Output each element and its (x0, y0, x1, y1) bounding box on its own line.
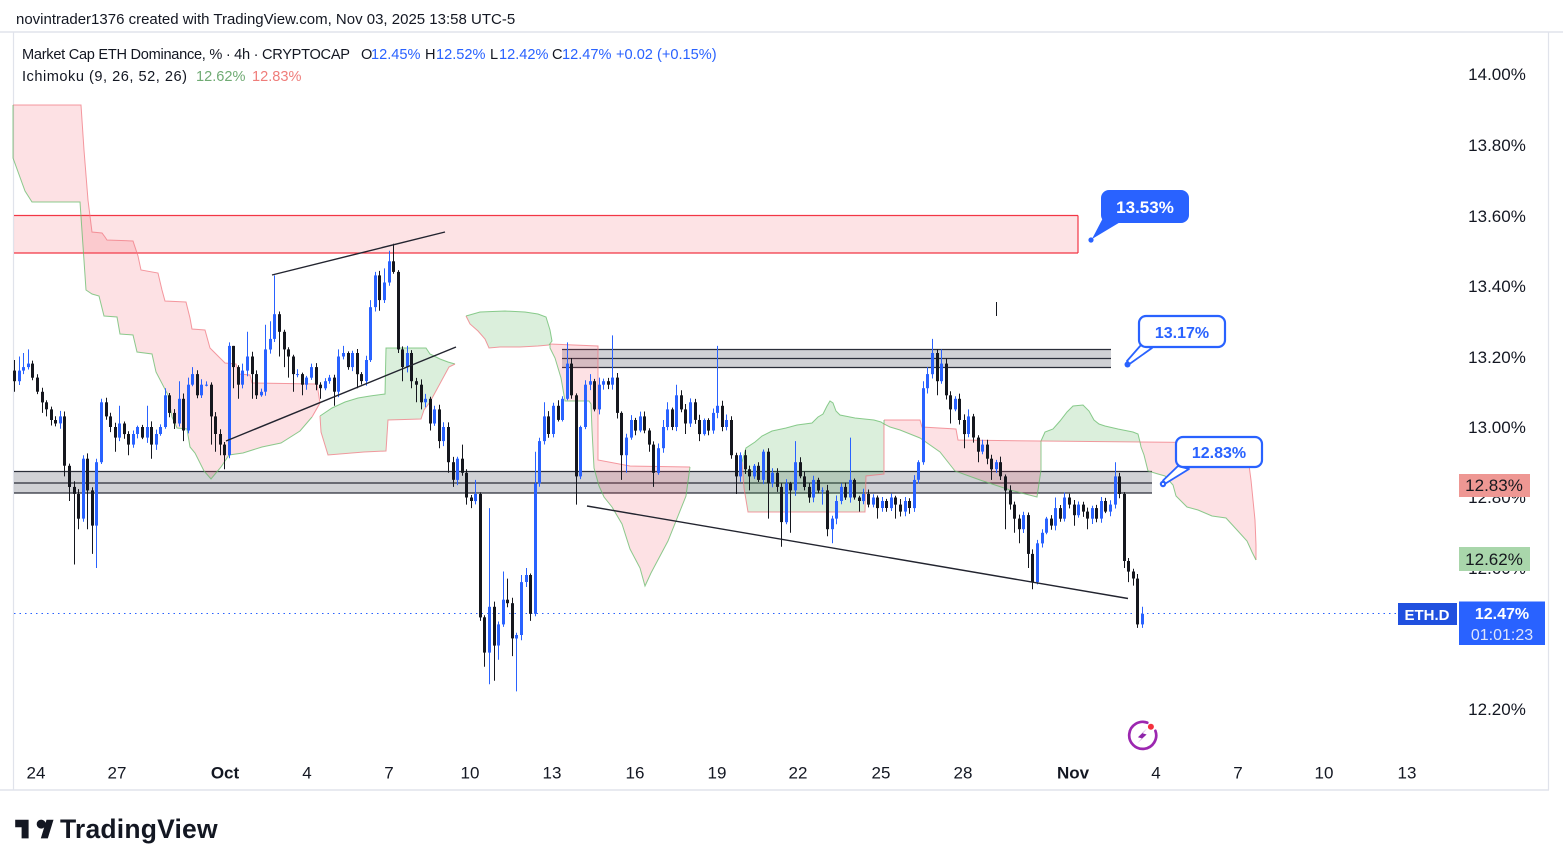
svg-text:7: 7 (1233, 764, 1242, 783)
svg-text:L: L (490, 47, 498, 63)
svg-text:novintrader1376 created with T: novintrader1376 created with TradingView… (16, 11, 515, 28)
svg-text:Nov: Nov (1057, 764, 1090, 783)
svg-text:19: 19 (708, 764, 727, 783)
svg-text:28: 28 (954, 764, 973, 783)
svg-text:13.80%: 13.80% (1468, 136, 1526, 155)
svg-text:H: H (425, 47, 436, 63)
svg-text:4: 4 (1151, 764, 1160, 783)
svg-text:13.00%: 13.00% (1468, 418, 1526, 437)
svg-text:27: 27 (108, 764, 127, 783)
svg-text:01:01:23: 01:01:23 (1471, 627, 1533, 644)
svg-text:7: 7 (384, 764, 393, 783)
svg-text:10: 10 (1315, 764, 1334, 783)
svg-text:C: C (552, 47, 563, 63)
svg-text:13: 13 (543, 764, 562, 783)
svg-text:16: 16 (626, 764, 645, 783)
svg-text:12.83%: 12.83% (252, 69, 302, 85)
svg-text:22: 22 (789, 764, 808, 783)
svg-text:14.00%: 14.00% (1468, 65, 1526, 84)
svg-text:12.20%: 12.20% (1468, 700, 1526, 719)
svg-text:12.52%: 12.52% (436, 47, 486, 63)
svg-text:12.42%: 12.42% (499, 47, 549, 63)
svg-text:13.20%: 13.20% (1468, 348, 1526, 367)
svg-text:12.47%: 12.47% (1475, 606, 1529, 623)
svg-text:12.83%: 12.83% (1465, 476, 1523, 495)
svg-text:13.53%: 13.53% (1116, 198, 1174, 217)
svg-text:TradingView: TradingView (60, 814, 218, 844)
svg-text:+0.02 (+0.15%): +0.02 (+0.15%) (616, 47, 717, 63)
svg-text:13.60%: 13.60% (1468, 207, 1526, 226)
svg-text:12.62%: 12.62% (196, 69, 246, 85)
svg-text:O: O (361, 47, 372, 63)
svg-text:4: 4 (302, 764, 311, 783)
svg-text:12.83%: 12.83% (1192, 445, 1246, 462)
svg-text:Ichimoku (9, 26, 52, 26): Ichimoku (9, 26, 52, 26) (22, 69, 187, 85)
svg-text:12.47%: 12.47% (562, 47, 612, 63)
svg-text:ETH.D: ETH.D (1405, 607, 1450, 624)
svg-text:13.17%: 13.17% (1155, 325, 1209, 342)
svg-text:10: 10 (461, 764, 480, 783)
svg-text:24: 24 (27, 764, 46, 783)
svg-text:12.45%: 12.45% (371, 47, 421, 63)
svg-text:12.62%: 12.62% (1465, 550, 1523, 569)
svg-text:25: 25 (872, 764, 891, 783)
svg-text:Market Cap ETH Dominance, % ·: Market Cap ETH Dominance, % · 4h · CRYPT… (22, 47, 350, 63)
svg-text:13: 13 (1398, 764, 1417, 783)
svg-text:13.40%: 13.40% (1468, 277, 1526, 296)
svg-text:Oct: Oct (211, 764, 240, 783)
